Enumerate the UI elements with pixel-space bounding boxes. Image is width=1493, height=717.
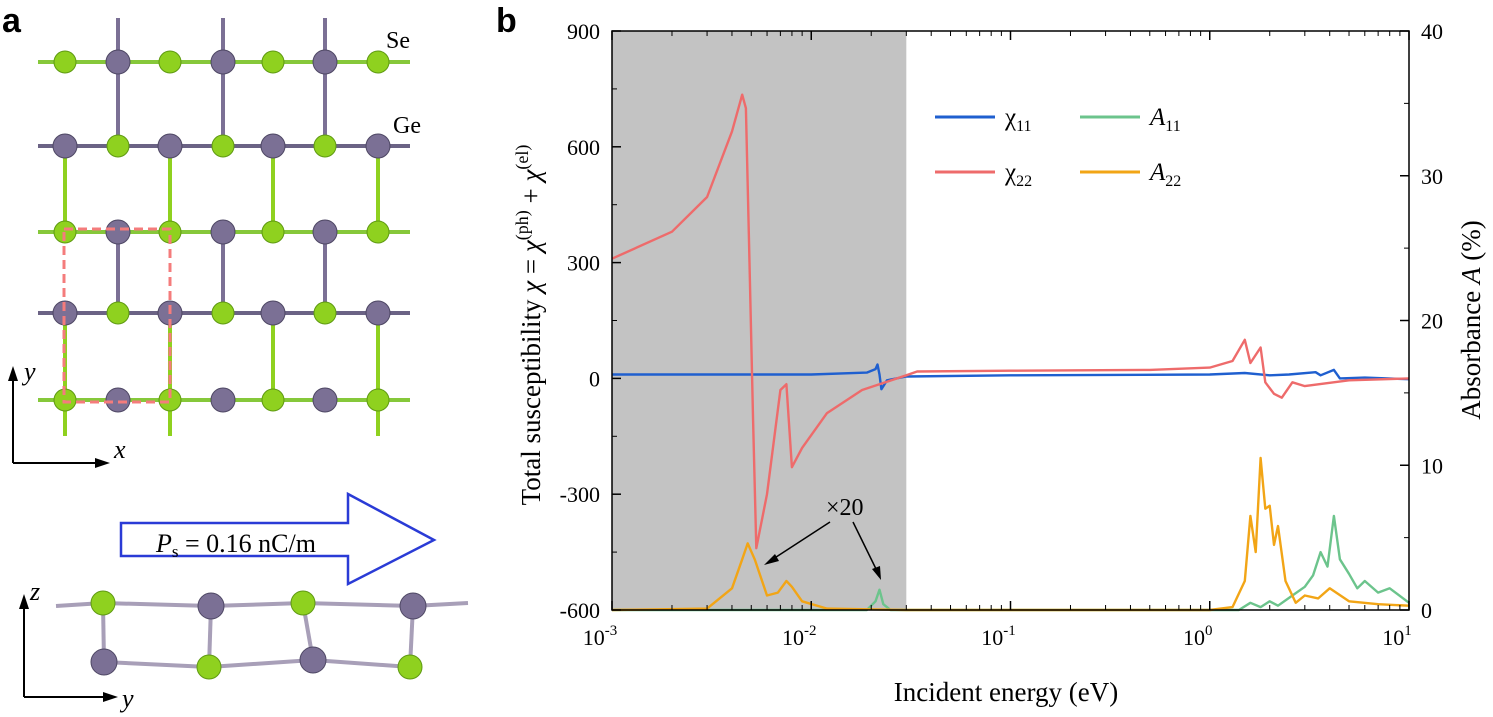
y-left-tick-label: 900 [567,19,600,44]
ge-atom [105,49,131,75]
bond-side [210,601,304,608]
series-χ11 [612,363,1410,391]
y-left-tick-label: -600 [560,598,600,623]
bond-side [208,658,314,669]
legend-chi22: χ22 [1004,159,1032,190]
series-χ22 [611,93,1410,550]
ge-atom [105,387,131,413]
bond-side [103,660,210,669]
bond-side [302,601,414,608]
se-atom [261,388,285,412]
ge-atom [365,300,391,326]
legend-a22: A22 [1148,159,1181,190]
x-tick-label: 10-3 [583,623,618,650]
y-right-tick-label: 20 [1421,309,1443,334]
se-atom-side [90,590,116,616]
polarization-arrow [119,491,437,587]
se-atom [313,301,337,325]
ge-atom [210,219,236,245]
label-ge: Ge [393,113,421,139]
se-atom [106,301,130,325]
ge-atom [260,133,286,159]
legend-chi11: χ11 [1004,104,1032,135]
se-atom [158,50,182,74]
side-view-axes [19,594,118,702]
axis-ticks: 10-3 10-2 10-1 100 101 -600 -300 0 300 600 900 0 10 2… [560,19,1443,650]
se-atom-side [397,654,423,680]
label-se: Se [386,28,410,54]
ge-atom [105,219,131,245]
lattice-top-view [38,18,410,436]
se-atom [366,388,390,412]
top-view-axes [8,366,110,468]
x-axis-title: Incident energy (eV) [894,677,1118,707]
shaded-region [612,31,907,610]
axis-y-side: y [119,684,134,713]
axis-x-top: x [113,435,126,464]
ge-atom [157,133,183,159]
x20-annotation: ×20 [826,495,864,521]
polarization-label: Ps = 0.16 nC/m [155,529,316,561]
y-axis-right-title: Absorbance A (%) [1456,220,1486,419]
se-atom-side [290,590,316,616]
y-axis-left-title: Total susceptibility χ = χ(ph) + χ(el) [512,145,546,506]
x-tick-label: 100 [1183,623,1213,650]
series-a22 [611,456,1410,612]
panel-b-label: b [496,2,517,40]
x-tick-label: 10-1 [981,623,1016,650]
ge-atom-side [197,592,225,620]
y-left-tick-label: 0 [589,366,600,391]
x-tick-label: 101 [1382,623,1412,650]
annotation-arrows [764,521,881,580]
ge-atom [365,133,391,159]
se-atom [366,220,390,244]
axis-y-top: y [21,357,36,386]
se-atom-side [196,654,222,680]
se-atom [261,50,285,74]
se-atom [106,134,130,158]
se-atom [53,50,77,74]
bond-side [312,658,411,669]
series-a11 [612,514,1410,612]
ge-atom [260,300,286,326]
y-left-tick-label: 300 [567,251,600,276]
y-right-tick-label: 30 [1421,164,1443,189]
legend: χ11 χ22 A11 A22 [935,104,1181,190]
se-atom [261,220,285,244]
y-right-tick-label: 10 [1421,453,1443,478]
ge-atom [210,387,236,413]
se-atom [211,301,235,325]
se-atom [211,134,235,158]
bond-side [102,601,212,608]
y-left-tick-label: 600 [567,135,600,160]
ge-atom [210,49,236,75]
ge-atom [312,219,338,245]
plot-curves [611,93,1410,612]
ge-atom [52,133,78,159]
legend-a11: A11 [1148,104,1181,135]
ge-atom-side [90,648,118,676]
x-tick-label: 10-2 [782,623,817,650]
ge-atom [312,49,338,75]
ge-atom-side [399,592,427,620]
panel-a-label: a [2,2,22,40]
axis-z-side: z [29,577,40,606]
y-right-tick-label: 40 [1421,19,1443,44]
side-view [55,590,469,680]
ge-atom [312,387,338,413]
ge-atom-side [299,646,327,674]
y-left-tick-label: -300 [560,482,600,507]
y-right-tick-label: 0 [1421,598,1432,623]
se-atom [313,134,337,158]
se-atom [366,50,390,74]
